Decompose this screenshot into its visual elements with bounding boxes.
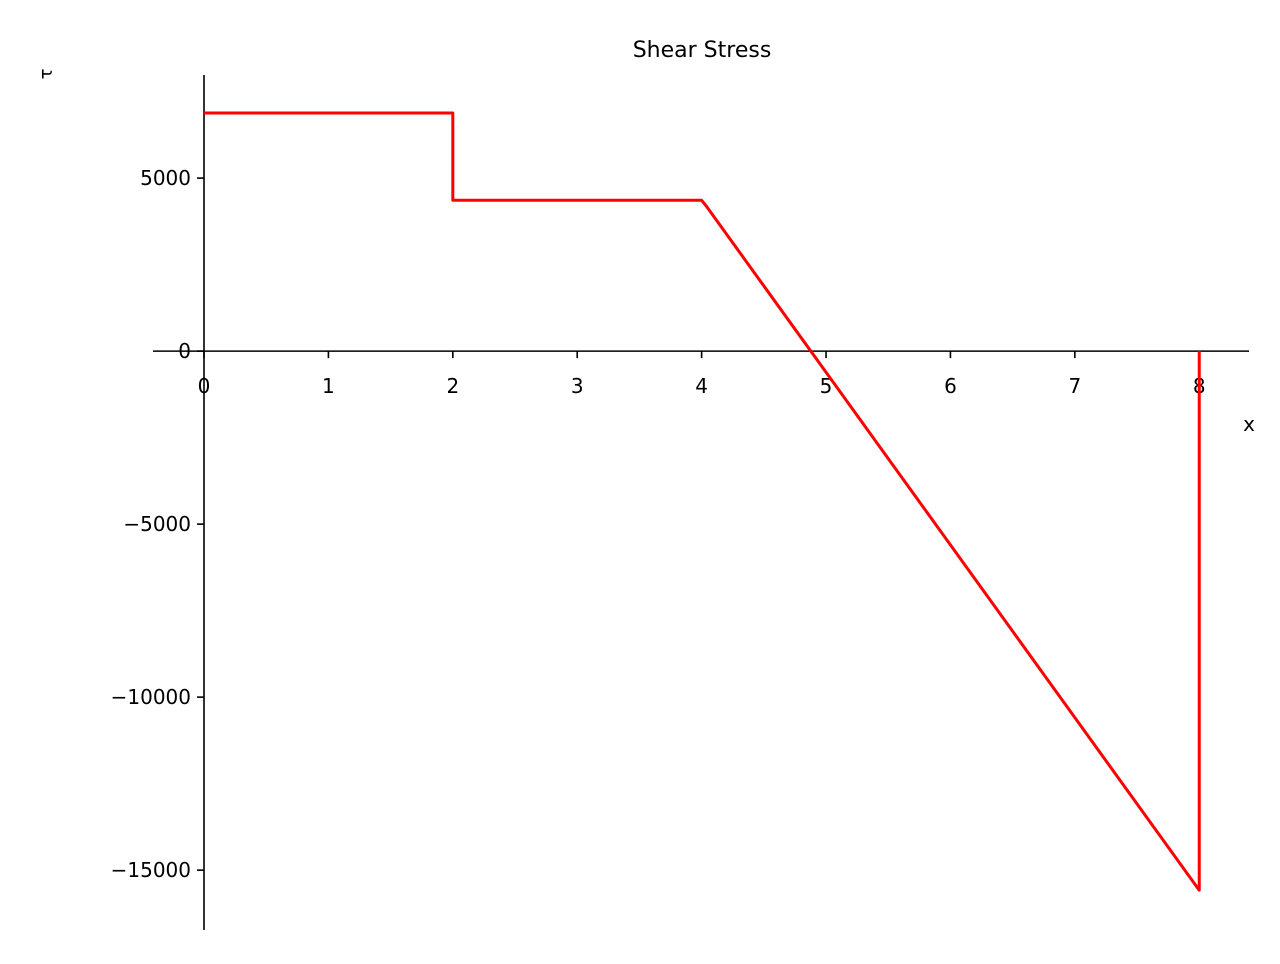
x-tick-label: 2 xyxy=(446,374,459,398)
x-tick-label: 3 xyxy=(571,374,584,398)
y-tick-label: −10000 xyxy=(111,685,191,709)
y-tick-label: 0 xyxy=(178,339,191,363)
shear-stress-line xyxy=(204,111,1201,892)
x-tick-label: 1 xyxy=(322,374,335,398)
y-tick-label: −15000 xyxy=(111,858,191,882)
y-axis-label: τ xyxy=(36,69,57,80)
x-tick-label: 0 xyxy=(198,374,211,398)
y-tick-label: 5000 xyxy=(140,166,191,190)
x-axis-label: x xyxy=(1243,412,1255,436)
chart-title: Shear Stress xyxy=(633,38,772,63)
x-tick-label: 7 xyxy=(1068,374,1081,398)
x-tick-label: 5 xyxy=(820,374,833,398)
x-tick-label: 4 xyxy=(695,374,708,398)
x-tick-label: 6 xyxy=(944,374,957,398)
y-tick-label: −5000 xyxy=(123,512,191,536)
